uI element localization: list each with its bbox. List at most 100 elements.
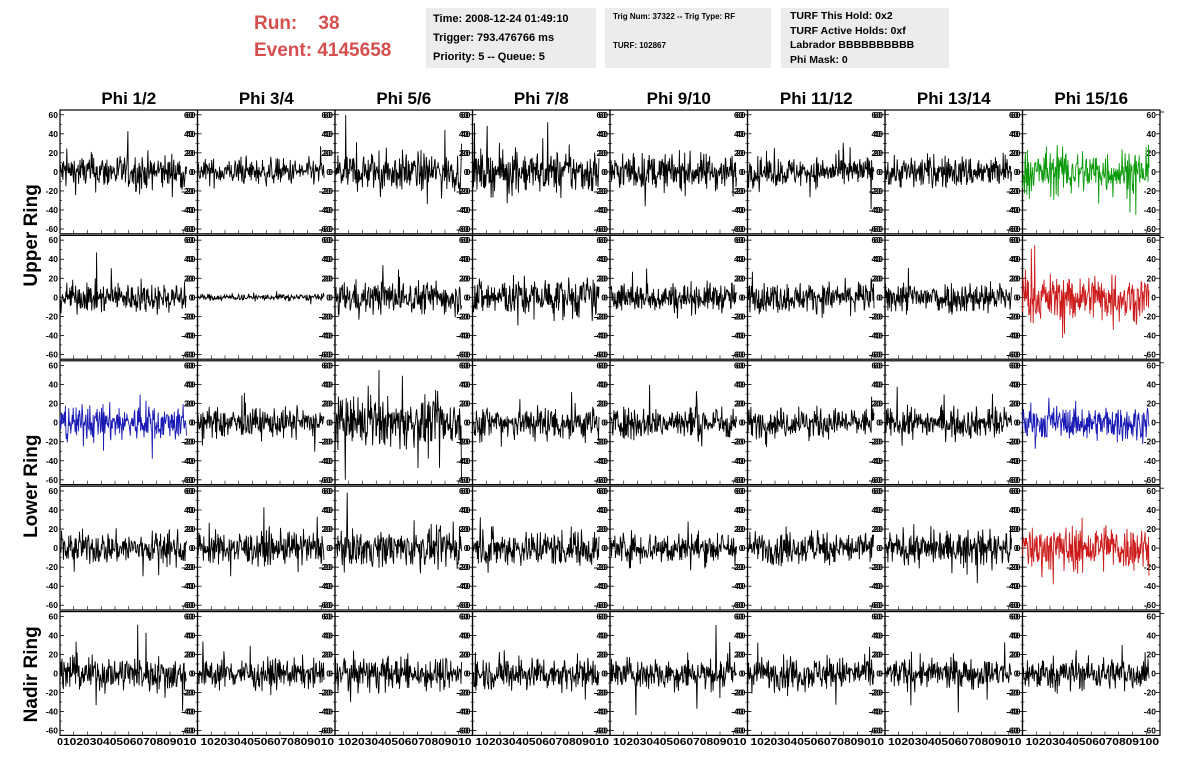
y-tick-label-right: 0	[876, 418, 881, 428]
y-tick-label-right: -60	[731, 600, 744, 610]
y-tick-label-left: -40	[183, 330, 196, 340]
y-tick-label-left: 0	[191, 292, 196, 302]
y-tick-label-left: 40	[1011, 630, 1021, 640]
y-tick-label-right: 0	[326, 543, 331, 553]
y-tick-label-right: -60	[456, 224, 469, 234]
y-tick-label-right: -40	[181, 707, 194, 717]
y-tick-label-left: 0	[191, 167, 196, 177]
y-tick-label-right: 40	[872, 380, 882, 390]
y-tick-label-right: -60	[1006, 600, 1019, 610]
y-tick-label-left: -20	[871, 311, 884, 321]
row-group-label: Lower Ring	[21, 434, 42, 537]
y-tick-label-right: 0	[1151, 418, 1156, 428]
y-tick-label-right: -40	[1144, 456, 1157, 466]
y-tick-label-right: 20	[322, 399, 332, 409]
y-tick-label-left: 40	[49, 380, 59, 390]
y-tick-label-right: -40	[319, 330, 332, 340]
y-tick-label-left: -20	[46, 186, 59, 196]
y-tick-label-right: -60	[181, 726, 194, 736]
y-tick-label-left: 20	[186, 524, 196, 534]
y-tick-label-right: -20	[181, 562, 194, 572]
y-tick-label-left: 60	[599, 361, 609, 371]
y-tick-label-left: 40	[599, 254, 609, 264]
y-tick-label-right: 20	[872, 273, 882, 283]
y-tick-label-right: -20	[731, 186, 744, 196]
y-tick-label-left: 0	[328, 669, 333, 679]
y-tick-label-left: -20	[46, 437, 59, 447]
y-tick-label-right: 40	[872, 254, 882, 264]
y-tick-label-right: -60	[181, 224, 194, 234]
y-tick-label-left: -60	[1008, 726, 1021, 736]
y-tick-label-right: 20	[1147, 399, 1157, 409]
waveform-trace	[197, 641, 325, 696]
waveform-trace	[59, 131, 187, 198]
y-tick-label-right: 20	[597, 148, 607, 158]
y-tick-label-right: -40	[869, 456, 882, 466]
y-tick-label-right: 20	[734, 524, 744, 534]
y-tick-label-left: -20	[321, 186, 334, 196]
y-tick-label-right: -60	[181, 349, 194, 359]
y-tick-label-right: -40	[1144, 581, 1157, 591]
y-tick-label-right: 40	[459, 630, 469, 640]
y-tick-label-left: -60	[733, 726, 746, 736]
y-tick-label-right: 20	[322, 649, 332, 659]
y-tick-label-left: 40	[736, 380, 746, 390]
y-tick-label-right: 40	[597, 254, 607, 264]
y-tick-label-right: 40	[184, 630, 194, 640]
y-tick-label-right: 0	[189, 292, 194, 302]
y-tick-label-right: 60	[1147, 235, 1157, 245]
y-tick-label-right: 20	[1147, 524, 1157, 534]
y-tick-label-right: -60	[1144, 349, 1157, 359]
y-tick-label-right: -60	[594, 726, 607, 736]
y-tick-label-left: -60	[458, 600, 471, 610]
waveform-trace	[1022, 644, 1150, 694]
y-tick-label-left: -40	[871, 581, 884, 591]
phi-mask-text: Phi Mask: 0	[790, 53, 848, 66]
y-tick-label-left: -40	[596, 581, 609, 591]
y-tick-label-left: -20	[733, 688, 746, 698]
y-tick-label-right: -60	[319, 726, 332, 736]
y-tick-label-left: 0	[53, 292, 58, 302]
y-tick-label-right: -20	[1144, 437, 1157, 447]
y-tick-label-left: 40	[736, 630, 746, 640]
y-tick-label-right: -60	[456, 600, 469, 610]
y-tick-label-right: 40	[322, 380, 332, 390]
y-tick-label-left: -40	[46, 707, 59, 717]
y-tick-label-right: -60	[594, 349, 607, 359]
y-tick-label-left: -60	[733, 600, 746, 610]
y-tick-label-left: -40	[871, 205, 884, 215]
y-tick-label-left: -60	[46, 600, 59, 610]
x-tick-label: 10203040506070809010	[888, 736, 1022, 748]
y-tick-label-left: -60	[458, 726, 471, 736]
y-tick-label-right: 20	[1009, 399, 1019, 409]
y-tick-label-left: -20	[596, 437, 609, 447]
y-tick-label-left: -40	[596, 330, 609, 340]
y-tick-label-left: -40	[871, 330, 884, 340]
waveform-trace	[884, 642, 1012, 713]
y-tick-label-left: -20	[321, 562, 334, 572]
y-tick-label-left: -60	[321, 600, 334, 610]
y-tick-label-left: 60	[461, 361, 471, 371]
y-tick-label-left: 60	[49, 611, 59, 621]
y-tick-label-left: 40	[49, 630, 59, 640]
y-tick-label-right: 60	[734, 611, 744, 621]
y-tick-label-left: 20	[461, 524, 471, 534]
y-tick-label-right: 0	[1014, 418, 1019, 428]
y-tick-label-left: -40	[46, 205, 59, 215]
y-tick-label-right: -20	[319, 562, 332, 572]
y-tick-label-right: -40	[319, 205, 332, 215]
waveform-trace	[197, 507, 325, 577]
waveform-trace	[884, 267, 1012, 315]
y-tick-label-left: 40	[1011, 380, 1021, 390]
y-tick-label-right: 20	[1147, 148, 1157, 158]
y-tick-label-left: 40	[186, 129, 196, 139]
y-tick-label-right: 0	[189, 167, 194, 177]
y-tick-label-right: -40	[594, 205, 607, 215]
trigger-info-box: Trig Num: 37322 -- Trig Type: RF TURF: 1…	[605, 8, 771, 68]
y-tick-label-left: 20	[1011, 148, 1021, 158]
y-tick-label-left: 60	[49, 361, 59, 371]
y-tick-label-right: 40	[322, 129, 332, 139]
y-tick-label-left: 0	[328, 418, 333, 428]
y-tick-label-left: -20	[871, 688, 884, 698]
y-tick-label-left: 40	[1011, 254, 1021, 264]
